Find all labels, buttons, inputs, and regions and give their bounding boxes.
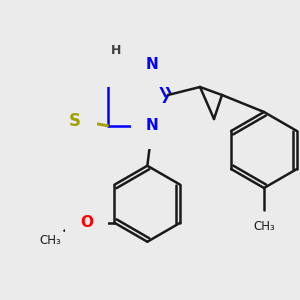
Text: O: O: [80, 215, 93, 230]
Text: H: H: [110, 44, 121, 57]
Text: N: N: [146, 118, 159, 133]
Text: CH₃: CH₃: [40, 234, 62, 247]
Text: N: N: [146, 57, 159, 72]
Text: N: N: [101, 57, 114, 72]
Text: CH₃: CH₃: [253, 220, 275, 233]
Text: S: S: [69, 112, 81, 130]
